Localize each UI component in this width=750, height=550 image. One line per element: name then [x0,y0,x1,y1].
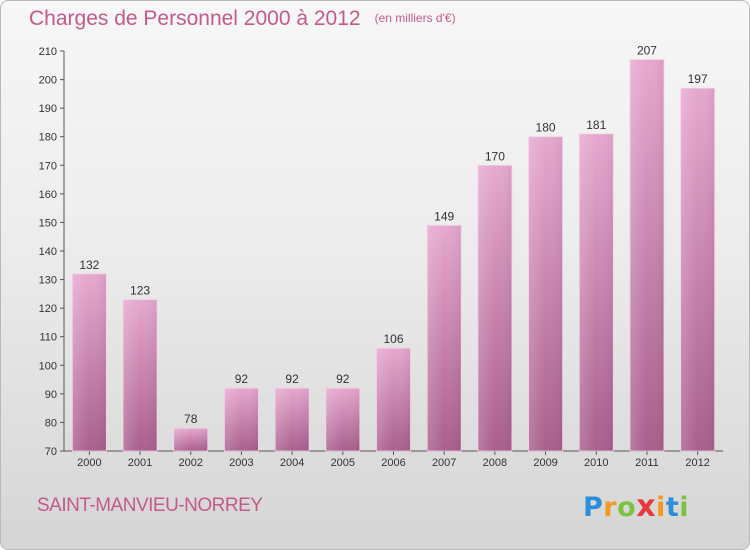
proxiti-logo: Proxiti [583,489,689,524]
commune-name: SAINT-MANVIEU-NORREY [37,495,263,516]
x-tick-label: 2002 [178,457,202,469]
bar-highlight [274,387,310,452]
bar-highlight [325,387,361,452]
x-tick-label: 2005 [331,457,355,469]
chart-title-text: Charges de Personnel 2000 à 2012 [29,7,361,30]
bar-value-label: 106 [383,332,403,346]
y-tick-label: 130 [39,275,57,287]
bar-highlight [528,136,563,452]
y-tick-label: 70 [45,446,57,458]
bar-value-label: 149 [434,209,454,223]
x-tick-label: 2008 [483,457,507,469]
logo-letter: o [617,492,637,523]
y-tick-label: 200 [39,75,57,87]
bar-highlight [376,347,411,452]
y-tick-label: 120 [39,303,57,315]
logo-letter: r [603,492,618,523]
logo-letter: t [665,492,680,523]
y-tick-label: 180 [39,132,57,144]
x-tick-label: 2003 [229,457,253,469]
bar-value-label: 123 [130,284,150,298]
bar-highlight [426,224,462,452]
x-tick-label: 2000 [77,457,101,469]
y-tick-label: 100 [39,360,57,372]
x-tick-label: 2006 [381,457,405,469]
bar-value-label: 92 [336,372,350,386]
logo-letter: i [679,492,689,523]
x-tick-label: 2009 [533,457,557,469]
bar-highlight [122,299,158,452]
bar-value-label: 92 [235,372,249,386]
bar-highlight [173,427,209,452]
bar-value-label: 132 [79,258,99,272]
bar-highlight [578,133,614,452]
x-tick-label: 2004 [280,457,304,469]
bar-value-label: 170 [485,149,505,163]
bar-value-label: 180 [536,121,556,135]
bar-value-label: 207 [637,44,657,58]
bar-value-label: 78 [184,412,198,426]
y-tick-label: 160 [39,189,57,201]
x-tick-label: 2011 [635,457,659,469]
bar-highlight [477,164,513,452]
x-tick-label: 2007 [432,457,456,469]
bar-highlight [629,59,665,452]
y-tick-label: 210 [39,46,57,58]
logo-letter: i [656,492,666,523]
bar-highlight [71,273,107,452]
y-tick-label: 90 [45,389,57,401]
x-tick-label: 2012 [685,457,709,469]
bar-value-label: 181 [586,118,606,132]
x-tick-label: 2010 [584,457,608,469]
x-tick-label: 2001 [128,457,152,469]
chart-title: Charges de Personnel 2000 à 2012 (en mill… [29,7,456,31]
logo-letter: x [636,489,657,524]
y-tick-label: 110 [39,332,57,344]
y-tick-label: 170 [39,160,57,172]
y-tick-label: 190 [39,103,57,115]
y-tick-label: 150 [39,217,57,229]
chart-unit: (en milliers d'€) [374,11,456,25]
bar-highlight [224,387,259,452]
y-tick-label: 80 [45,417,57,429]
y-tick-label: 140 [39,246,57,258]
bar-highlight [680,87,716,452]
bar-value-label: 92 [285,372,299,386]
logo-letter: P [583,492,604,523]
bar-value-label: 197 [688,72,708,86]
